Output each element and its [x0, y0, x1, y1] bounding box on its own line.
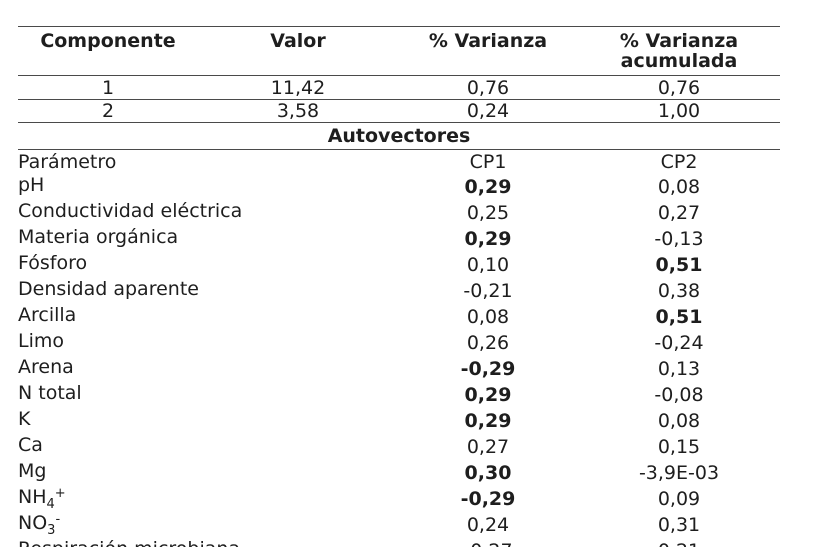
cp1-value: 0,29 — [464, 175, 512, 198]
param-label: Arcilla — [18, 303, 77, 326]
cp1-value: 0,26 — [466, 331, 510, 354]
pca-results-table-container: Componente Valor % Varianza % Varianza a… — [18, 26, 780, 547]
cp2-value: -3,9E-03 — [638, 461, 720, 484]
table-row: 1 11,42 0,76 0,76 — [18, 75, 780, 100]
table-row: Limo 0,26 -0,24 — [18, 330, 780, 356]
cp1-value: 0,24 — [466, 513, 510, 536]
componente-value: 2 — [18, 99, 198, 123]
table-row: NO3- 0,24 0,31 — [18, 512, 780, 538]
param-label: Mg — [18, 459, 47, 482]
header-componente: Componente — [18, 26, 198, 76]
cp2-value: 0,08 — [657, 409, 701, 432]
cp2-value: 0,51 — [655, 305, 703, 328]
param-label: Fósforo — [18, 251, 88, 274]
param-label: K — [18, 407, 31, 430]
table-row: Densidad aparente -0,21 0,38 — [18, 278, 780, 304]
cp1-value: 0,10 — [466, 253, 510, 276]
cp1-value: 0,29 — [464, 227, 512, 250]
cp1-value: 0,27 — [466, 435, 510, 458]
cp2-value: 0,51 — [655, 253, 703, 276]
param-label: Limo — [18, 329, 64, 352]
cp1-value: -0,21 — [463, 279, 513, 302]
table-row: Mg 0,30 -3,9E-03 — [18, 460, 780, 486]
table-row: K 0,29 0,08 — [18, 408, 780, 434]
header-valor: Valor — [198, 26, 398, 76]
column-label-cp2: CP2 — [660, 150, 698, 173]
varianza-acumulada-value: 1,00 — [578, 99, 780, 123]
param-label: Densidad aparente — [18, 277, 199, 300]
cp1-value: -0,29 — [460, 357, 516, 380]
param-label: pH — [18, 173, 45, 196]
cp2-value: 0,08 — [657, 175, 701, 198]
cp2-value: -0,13 — [654, 227, 704, 250]
cp2-value: 0,27 — [657, 201, 701, 224]
table-row: Conductividad eléctrica 0,25 0,27 — [18, 200, 780, 226]
cp1-value: 0,08 — [466, 305, 510, 328]
cp2-value: -0,24 — [654, 331, 704, 354]
components-header-row: Componente Valor % Varianza % Varianza a… — [18, 26, 780, 76]
table-row: 2 3,58 0,24 1,00 — [18, 99, 780, 123]
table-row: Arena -0,29 0,13 — [18, 356, 780, 382]
header-varianza-acumulada: % Varianza acumulada — [578, 26, 780, 76]
cp1-value: 0,25 — [466, 201, 510, 224]
cp1-value: -0,27 — [398, 538, 578, 547]
varianza-value: 0,24 — [398, 99, 578, 123]
cp2-value: -0,08 — [654, 383, 704, 406]
cp1-value: 0,30 — [464, 461, 512, 484]
valor-value: 3,58 — [198, 99, 398, 123]
cp2-value: 0,38 — [657, 279, 701, 302]
param-label: NH4+ — [18, 485, 66, 512]
cp1-value: 0,29 — [464, 383, 512, 406]
table-row: pH 0,29 0,08 — [18, 174, 780, 200]
param-label: Conductividad eléctrica — [18, 199, 243, 222]
varianza-value: 0,76 — [398, 75, 578, 100]
cp1-value: 0,29 — [464, 409, 512, 432]
cp2-value: 0,09 — [657, 487, 701, 510]
pca-results-table: Componente Valor % Varianza % Varianza a… — [18, 26, 780, 547]
header-varianza: % Varianza — [398, 26, 578, 76]
table-row: N total 0,29 -0,08 — [18, 382, 780, 408]
cp2-value: 0,13 — [657, 357, 701, 380]
autovectores-section-row: Autovectores — [18, 122, 780, 150]
column-label-cp1: CP1 — [469, 150, 507, 173]
table-row: Respiración microbiana -0,27 0,21 — [18, 538, 780, 547]
table-row: Fósforo 0,10 0,51 — [18, 252, 780, 278]
table-row: Materia orgánica 0,29 -0,13 — [18, 226, 780, 252]
param-label: Materia orgánica — [18, 225, 179, 248]
param-label: Ca — [18, 433, 43, 456]
table-row: NH4+ -0,29 0,09 — [18, 486, 780, 512]
autovectores-columns-row: Parámetro CP1 CP2 — [18, 150, 780, 174]
param-label: Arena — [18, 355, 74, 378]
table-row: Ca 0,27 0,15 — [18, 434, 780, 460]
cp2-value: 0,31 — [657, 513, 701, 536]
componente-value: 1 — [18, 75, 198, 100]
table-row: Arcilla 0,08 0,51 — [18, 304, 780, 330]
valor-value: 11,42 — [198, 75, 398, 100]
column-label-parametro: Parámetro — [18, 150, 117, 173]
varianza-acumulada-value: 0,76 — [578, 75, 780, 100]
param-label: NO3- — [18, 511, 61, 538]
cp2-value: 0,21 — [578, 538, 780, 547]
param-label: Respiración microbiana — [18, 538, 398, 547]
cp2-value: 0,15 — [657, 435, 701, 458]
param-label: N total — [18, 381, 82, 404]
autovectores-section-title: Autovectores — [18, 122, 780, 150]
cp1-value: -0,29 — [460, 487, 516, 510]
